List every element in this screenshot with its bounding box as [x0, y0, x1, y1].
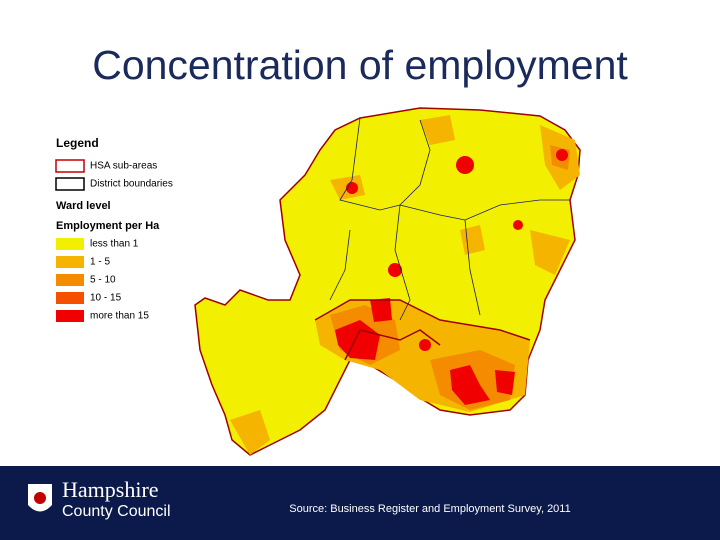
- hsa-boundary: [314, 299, 531, 361]
- legend: Legend Ward level Employment per Ha HSA …: [55, 136, 173, 322]
- legend-class-swatch: [56, 310, 84, 322]
- county-area: [194, 107, 581, 456]
- legend-class-swatch: [56, 274, 84, 286]
- legend-class-label: more than 15: [90, 311, 149, 322]
- high-employment-zones: [335, 149, 568, 405]
- legend-class-label: 1 - 5: [90, 257, 110, 268]
- logo-rose: [34, 492, 46, 504]
- legend-boundary-swatch: [55, 177, 85, 191]
- logo-line2: County Council: [62, 503, 171, 520]
- legend-subtitle: Employment per Ha: [56, 220, 160, 232]
- legend-class-swatch: [56, 256, 84, 268]
- legend-class-label: less than 1: [90, 239, 139, 250]
- footer-bar: [0, 466, 720, 540]
- legend-boundary-label: District boundaries: [90, 179, 173, 190]
- legend-class-label: 5 - 10: [90, 275, 116, 286]
- legend-title: Legend: [56, 136, 99, 150]
- source-note: Source: Business Register and Employment…: [289, 503, 570, 515]
- legend-class-swatch: [56, 238, 84, 250]
- district-boundaries: [329, 117, 570, 321]
- legend-boundary-label: HSA sub-areas: [90, 161, 157, 172]
- legend-section: Ward level: [56, 200, 111, 212]
- slide-title: Concentration of employment: [92, 42, 628, 88]
- legend-class-label: 10 - 15: [90, 293, 122, 304]
- logo: Hampshire County Council: [28, 477, 171, 520]
- map: [194, 107, 581, 456]
- legend-boundary-swatch: [55, 159, 85, 173]
- logo-line1: Hampshire: [62, 477, 159, 502]
- legend-class-swatch: [56, 292, 84, 304]
